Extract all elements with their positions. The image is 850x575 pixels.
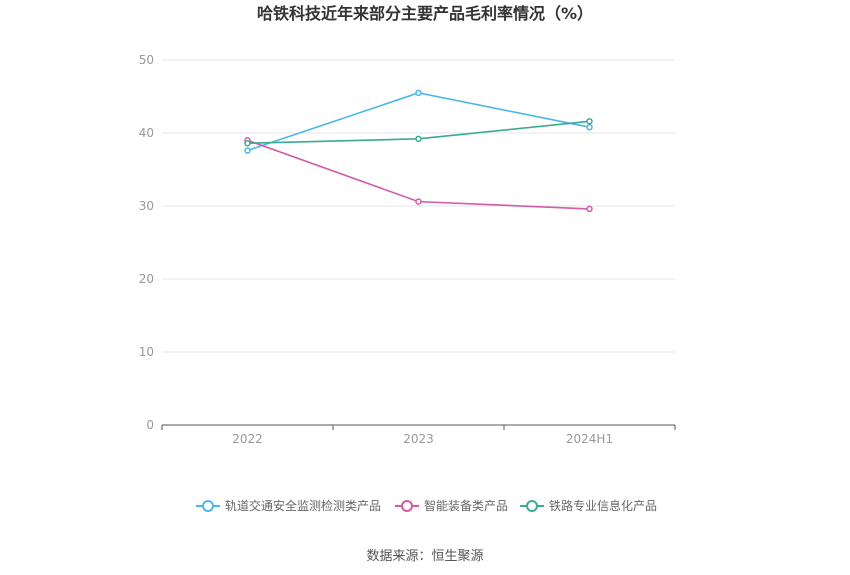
y-tick-label: 50 (139, 53, 154, 67)
y-axis-ticks: 0 10 20 30 40 50 (139, 53, 154, 432)
legend-item-2[interactable]: 铁路专业信息化产品 (520, 498, 657, 513)
data-point[interactable] (586, 205, 593, 213)
series-1 (244, 137, 593, 213)
x-tick-label: 2024H1 (566, 432, 613, 446)
data-point[interactable] (415, 89, 422, 97)
x-axis: 2022 2023 2024H1 (161, 424, 676, 446)
legend-item-0[interactable]: 轨道交通安全监测检测类产品 (196, 498, 381, 513)
x-tick-label: 2023 (403, 432, 434, 446)
legend-marker-icon (526, 500, 538, 512)
legend-marker-icon (202, 500, 214, 512)
data-point[interactable] (415, 135, 422, 143)
x-tick-label: 2022 (232, 432, 263, 446)
series-2 (244, 118, 593, 147)
y-tick-label: 10 (139, 345, 154, 359)
data-point[interactable] (244, 139, 251, 147)
data-source: 数据来源：恒生聚源 (366, 549, 483, 564)
y-tick-label: 0 (146, 418, 154, 432)
grid-lines (162, 59, 675, 353)
legend-marker-icon (401, 500, 413, 512)
data-point[interactable] (244, 147, 251, 154)
y-tick-label: 40 (139, 126, 154, 140)
data-point[interactable] (415, 198, 422, 205)
legend-item-1[interactable]: 智能装备类产品 (395, 498, 508, 513)
legend-label: 轨道交通安全监测检测类产品 (225, 498, 381, 513)
legend[interactable]: 轨道交通安全监测检测类产品 智能装备类产品 铁路专业信息化产品 (196, 498, 657, 513)
data-point[interactable] (586, 118, 593, 125)
chart-title: 哈铁科技近年来部分主要产品毛利率情况（%） (257, 4, 593, 23)
data-point[interactable] (586, 123, 593, 131)
legend-label: 智能装备类产品 (424, 498, 508, 513)
legend-label: 铁路专业信息化产品 (549, 498, 657, 513)
y-tick-label: 20 (139, 272, 154, 286)
y-tick-label: 30 (139, 199, 154, 213)
series-group (244, 89, 593, 213)
series-0 (244, 89, 593, 154)
